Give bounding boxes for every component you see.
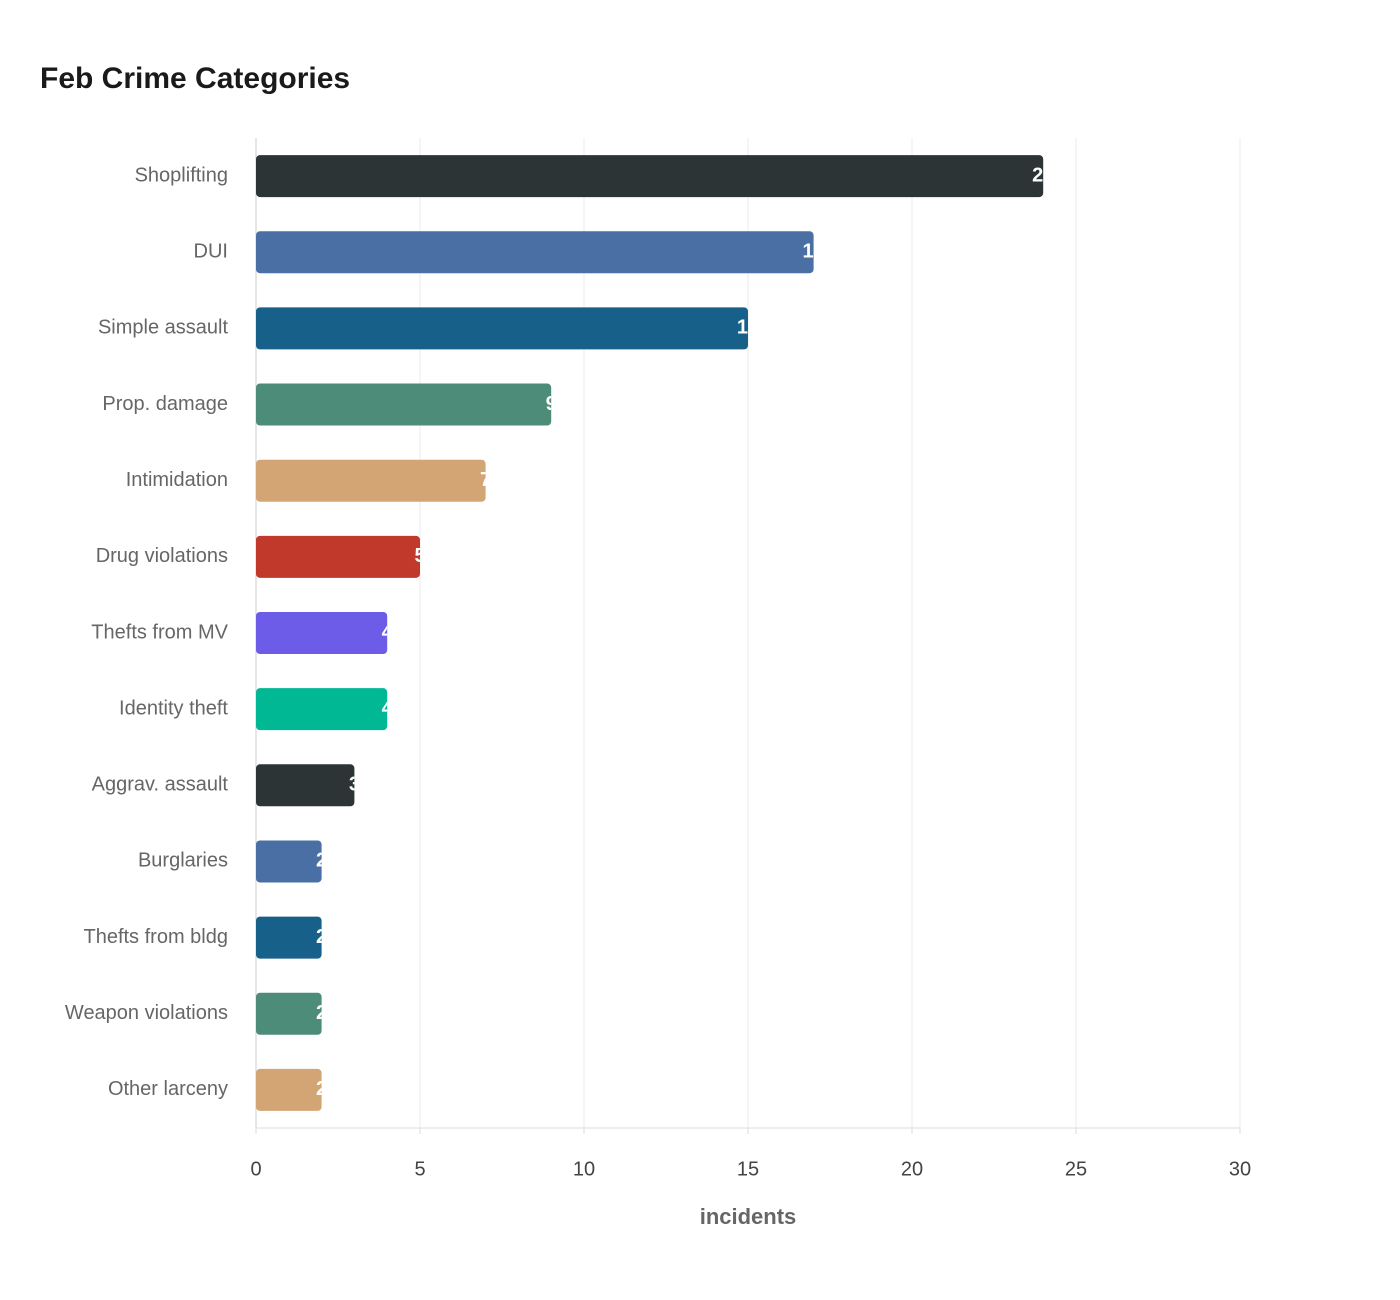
bar	[256, 916, 322, 959]
chart-title: Feb Crime Categories	[40, 62, 350, 95]
x-tick-label: 25	[1065, 1158, 1087, 1180]
y-tick-label: Identity theft	[119, 697, 228, 719]
y-tick-label: Aggrav. assault	[92, 774, 229, 796]
y-tick-label: Shoplifting	[135, 164, 228, 186]
bar	[256, 764, 355, 807]
bar	[256, 612, 388, 654]
bar	[256, 155, 1044, 198]
data-label: 4	[382, 621, 394, 643]
x-axis-label: incidents	[700, 1204, 797, 1229]
bar	[256, 992, 322, 1035]
data-label: 15	[737, 317, 759, 339]
x-tick-label: 5	[414, 1158, 425, 1180]
y-tick-label: Other larceny	[108, 1078, 228, 1100]
bar	[256, 840, 322, 883]
bar	[256, 535, 420, 578]
y-tick-label: Prop. damage	[102, 393, 228, 415]
y-tick-label: Thefts from bldg	[83, 926, 228, 948]
x-tick-label: 20	[901, 1158, 923, 1180]
data-label: 9	[546, 393, 557, 415]
data-label: 5	[414, 545, 425, 567]
x-tick-label: 10	[573, 1158, 595, 1180]
data-label: 2	[316, 850, 327, 872]
data-label: 2	[316, 1002, 327, 1024]
y-tick-label: Simple assault	[98, 317, 229, 339]
y-tick-label: Intimidation	[126, 469, 228, 491]
bar	[256, 307, 748, 350]
data-label: 2	[316, 926, 327, 948]
bar	[256, 231, 814, 274]
bar	[256, 688, 388, 731]
x-tick-label: 30	[1229, 1158, 1251, 1180]
data-label: 3	[349, 774, 360, 796]
x-tick-label: 0	[250, 1158, 261, 1180]
data-label: 4	[382, 697, 394, 719]
bar	[256, 459, 486, 502]
data-label: 7	[480, 469, 491, 491]
y-tick-label: DUI	[194, 241, 228, 263]
y-tick-label: Weapon violations	[65, 1002, 228, 1024]
y-tick-label: Burglaries	[138, 850, 228, 872]
data-label: 17	[802, 241, 824, 263]
y-tick-label: Thefts from MV	[91, 621, 228, 643]
bar	[256, 1068, 322, 1111]
data-label: 2	[316, 1078, 327, 1100]
bar	[256, 383, 552, 426]
x-tick-label: 15	[737, 1158, 759, 1180]
y-tick-label: Drug violations	[96, 545, 228, 567]
data-label: 24	[1032, 164, 1055, 186]
